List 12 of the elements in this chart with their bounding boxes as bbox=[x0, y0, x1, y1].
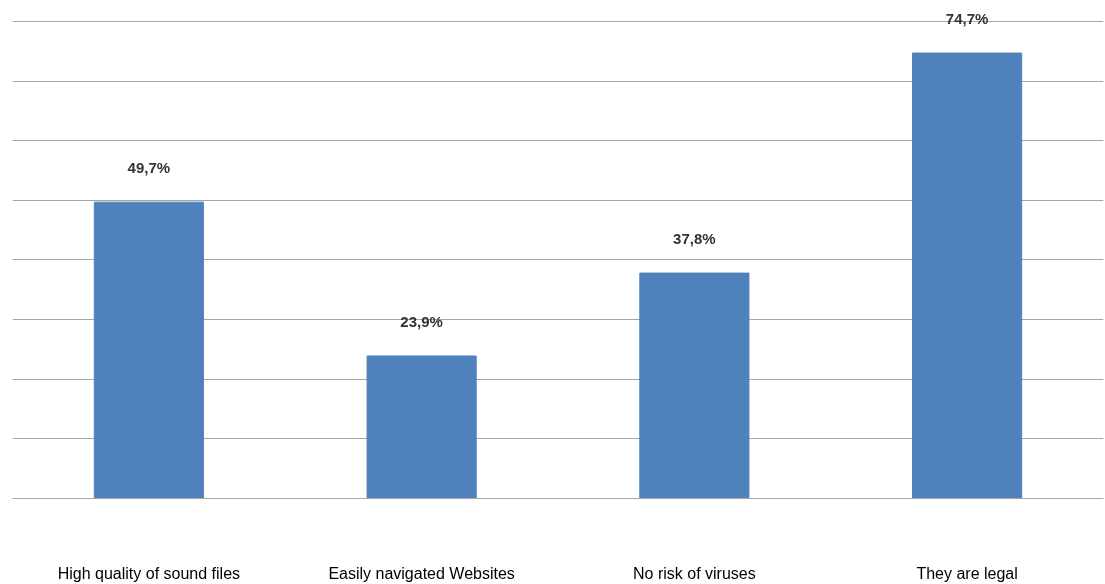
data-label: 23,9% bbox=[400, 312, 443, 330]
x-tick-label: No risk of viruses bbox=[633, 564, 756, 582]
x-tick-label: They are legal bbox=[916, 564, 1018, 582]
bar bbox=[366, 355, 477, 499]
bar bbox=[912, 52, 1023, 499]
bar bbox=[639, 272, 750, 499]
data-label: 74,7% bbox=[945, 10, 989, 28]
bar bbox=[93, 201, 204, 499]
x-tick-label: Easily navigated Websites bbox=[328, 564, 515, 582]
data-label: 49,7% bbox=[127, 159, 171, 177]
data-label: 37,8% bbox=[673, 230, 716, 248]
x-tick-label: High quality of sound files bbox=[57, 564, 241, 582]
